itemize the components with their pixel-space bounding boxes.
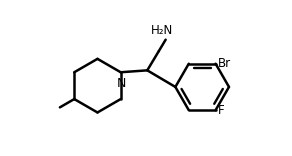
Text: H₂N: H₂N — [151, 24, 173, 37]
Text: N: N — [117, 77, 126, 90]
Text: Br: Br — [218, 57, 231, 70]
Text: F: F — [218, 104, 225, 117]
